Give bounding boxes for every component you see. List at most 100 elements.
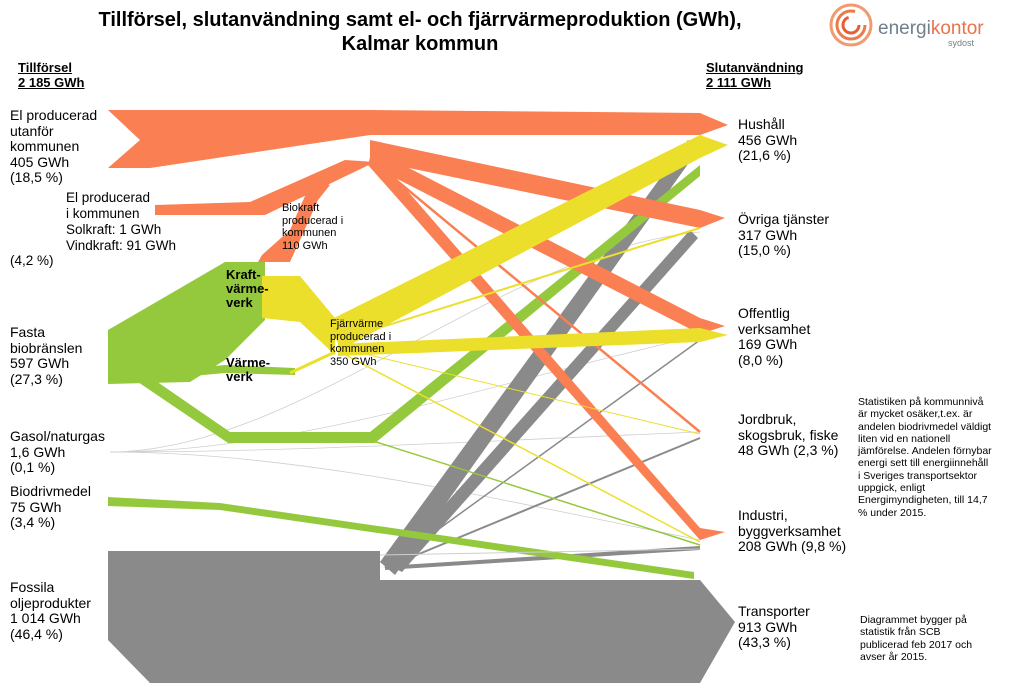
logo-part2: kontor (930, 18, 984, 39)
fossil-to-jordbruk (384, 437, 701, 569)
el-to-jordbruk (371, 159, 701, 433)
label-line: värme- (226, 281, 269, 296)
note-line: andelen biodrivmedel väldigt (858, 420, 992, 433)
label-line: (8,0 %) (738, 351, 784, 368)
label-line: Fjärrvärme (330, 318, 384, 330)
fossil-to-ovriga (390, 230, 698, 572)
label-line: i kommunen (66, 205, 140, 221)
label-line: 1 014 GWh (10, 610, 81, 626)
bio-to-varmeverk (150, 365, 295, 380)
label-line: 597 GWh (10, 355, 70, 371)
label-line: (4,2 %) (10, 253, 54, 268)
fossil-to-offentlig (384, 339, 701, 569)
varmeverk-label: Värme- verk (226, 356, 270, 384)
label-line: utanför (10, 122, 54, 139)
source-fasta-biobransle: Fasta biobränslen 597 GWh (27,3 %) (10, 324, 83, 387)
label-line: biobränslen (10, 339, 83, 356)
label-line: (0,1 %) (10, 459, 56, 475)
note-line: publicerad feb 2017 och (860, 638, 973, 651)
note-statistik: Statistiken på kommunnivå är mycket osäk… (858, 396, 992, 519)
source-fossila: Fossila oljeprodukter 1 014 GWh (46,4 %) (10, 579, 91, 642)
label-line: verksamhet (738, 320, 811, 337)
fossil-to-industri (384, 546, 701, 570)
note-line: liten vid en nationell (858, 432, 951, 445)
fossil-source-band (108, 551, 735, 683)
label-line: Värme- (226, 355, 271, 370)
label-line: El producerad (66, 190, 151, 205)
label-line: Övriga tjänster (738, 211, 830, 227)
note-diagram-source: Diagrammet bygger på statistik från SCB … (860, 614, 972, 663)
logo-wordmark: energikontor (878, 18, 984, 40)
label-line: Fasta (10, 324, 46, 340)
label-line: 405 GWh (10, 153, 70, 170)
heat-to-offentlig (338, 328, 728, 356)
label-line: (15,0 %) (738, 242, 791, 258)
label-line: 169 GWh (738, 336, 798, 352)
label-line: 110 GWh (282, 239, 328, 252)
use-transporter: Transporter 913 GWh (43,3 %) (738, 603, 810, 651)
source-el-i-kommunen-details: Solkraft: 1 GWh Vindkraft: 91 GWh (4,2 %… (10, 222, 176, 269)
note-line: % under 2015. (858, 506, 927, 519)
source-el-i-kommunen: El producerad i kommunen (66, 190, 150, 221)
label-line: 75 GWh (10, 498, 62, 515)
el-to-offentlig (370, 148, 725, 334)
label-line: (18,5 %) (10, 169, 63, 185)
label-line: kommunen (10, 138, 80, 154)
bio-to-industri (369, 439, 701, 546)
title-line-1: Tillförsel, slutanvändning samt el- och … (98, 9, 742, 31)
note-line: är mycket osäker,t.ex. är (858, 408, 973, 421)
biokraft-flow (258, 180, 330, 262)
label-line: (43,3 %) (738, 634, 791, 650)
label-line: Solkraft: 1 GWh (66, 222, 162, 237)
note-line: jämförelse. Andelen förnybar (858, 445, 992, 458)
logo-part1: energi (878, 18, 931, 39)
label-line: verk (226, 369, 253, 384)
el-i-kommunen (155, 160, 375, 215)
biokraft-label: Biokraft producerad i kommunen 110 GWh (282, 202, 343, 252)
supply-header: Tillförsel 2 185 GWh (18, 60, 84, 90)
label-line: verk (226, 295, 253, 310)
supply-header-total: 2 185 GWh (18, 75, 85, 90)
label-line: (27,3 %) (10, 370, 63, 387)
source-gasol: Gasol/naturgas 1,6 GWh (0,1 %) (10, 428, 105, 476)
heat-to-ovriga (339, 227, 701, 341)
note-line: avser år 2015. (860, 650, 928, 663)
label-line: 1,6 GWh (10, 443, 66, 460)
label-line: Fossila (10, 579, 55, 595)
title-line-2: Kalmar kommun (341, 33, 499, 55)
label-line: kommunen (330, 343, 385, 355)
logo-subtitle: sydost (948, 38, 975, 48)
kraftvarme-block (262, 276, 335, 355)
supply-header-label: Tillförsel (18, 60, 72, 75)
label-line: Jordbruk, (738, 411, 797, 427)
heat-flows (262, 135, 728, 543)
el-utanfor-band (108, 110, 728, 168)
energikontor-logo: energikontor sydost (828, 2, 1008, 50)
biodrivmedel-flow (108, 497, 694, 579)
heat-to-industri (339, 351, 701, 543)
use-hushall: Hushåll 456 GWh (21,6 %) (738, 116, 797, 164)
label-line: producerad i (282, 214, 344, 227)
label-line: Kraft- (226, 267, 261, 282)
note-line: statistik från SCB (860, 626, 941, 639)
use-header: Slutanvändning 2 111 GWh (706, 60, 804, 90)
use-ovriga-tjanster: Övriga tjänster 317 GWh (15,0 %) (738, 211, 830, 259)
label-line: El producerad (10, 107, 98, 123)
label-line: Industri, (738, 507, 788, 523)
label-line: 913 GWh (738, 618, 798, 635)
source-biodrivmedel: Biodrivmedel 75 GWh (3,4 %) (10, 483, 91, 531)
use-header-total: 2 111 GWh (706, 75, 772, 90)
label-line: skogsbruk, fiske (738, 426, 839, 443)
use-jordbruk: Jordbruk, skogsbruk, fiske 48 GWh (2,3 %… (738, 411, 839, 459)
label-line: 317 GWh (738, 226, 798, 243)
el-flows (108, 110, 728, 540)
note-line: i Sveriges transportsektor (858, 469, 978, 482)
use-industri: Industri, byggverksamhet 208 GWh (9,8 %) (738, 507, 846, 555)
label-line: Hushåll (738, 116, 785, 132)
label-line: (21,6 %) (738, 147, 791, 163)
note-line: Statistiken på kommunnivå (858, 396, 984, 408)
heat-to-hushall (330, 135, 728, 350)
use-offentlig: Offentlig verksamhet 169 GWh (8,0 %) (738, 305, 811, 368)
label-line: Biokraft (282, 202, 320, 214)
note-line: Energimyndigheten, till 14,7 (858, 494, 988, 507)
